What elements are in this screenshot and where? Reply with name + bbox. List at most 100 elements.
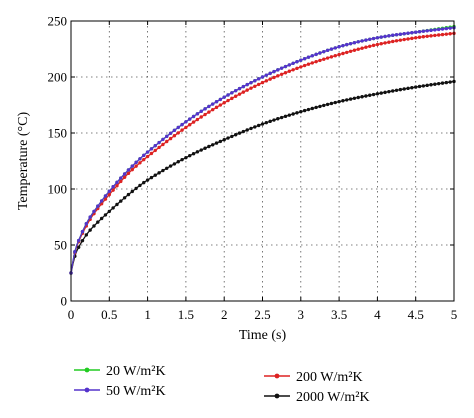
y-tick-label: 200 [48, 70, 68, 85]
data-point [130, 167, 134, 172]
data-point [256, 82, 261, 87]
series-2 [69, 31, 456, 275]
data-point [299, 65, 303, 69]
data-point [134, 186, 138, 191]
data-point [180, 128, 184, 132]
data-point [92, 224, 96, 228]
x-tick-label: 3.5 [331, 307, 347, 322]
data-point [421, 84, 426, 88]
data-point [145, 150, 150, 154]
data-point [402, 87, 406, 91]
data-point [165, 166, 169, 170]
data-point [233, 94, 238, 98]
data-point [314, 59, 318, 64]
data-point [119, 199, 123, 203]
data-point [375, 42, 380, 47]
data-point [329, 101, 334, 106]
data-point [184, 120, 188, 124]
data-point [84, 233, 89, 237]
data-point [287, 63, 292, 67]
legend-marker [274, 373, 280, 379]
data-point [122, 196, 127, 200]
data-point [134, 164, 138, 168]
y-tick-label: 150 [48, 126, 68, 141]
y-tick-label: 0 [61, 294, 68, 309]
data-point [222, 95, 226, 99]
legend-label: 50 W/m²K [106, 384, 166, 399]
data-point [394, 33, 399, 37]
data-point [241, 90, 246, 94]
data-point [253, 79, 257, 83]
data-point [222, 138, 226, 142]
data-point [126, 192, 131, 197]
data-point [279, 72, 284, 76]
data-point [371, 36, 376, 41]
data-point [325, 56, 330, 60]
data-point [153, 143, 157, 148]
data-point [99, 216, 104, 221]
data-point [391, 89, 395, 93]
data-point [448, 80, 452, 84]
data-point [138, 161, 142, 165]
y-tick-label: 100 [48, 182, 68, 197]
data-point [364, 45, 368, 49]
y-axis-title: Temperature (°C) [16, 112, 31, 211]
data-point [207, 144, 211, 149]
data-point [295, 111, 299, 115]
data-point [375, 36, 380, 40]
data-point [276, 117, 280, 121]
data-point [287, 69, 292, 73]
data-point [176, 131, 180, 135]
data-point [76, 245, 81, 249]
legend-marker [84, 367, 90, 373]
data-point [410, 31, 414, 35]
data-point [421, 35, 426, 39]
data-point [410, 36, 414, 41]
data-point [414, 85, 418, 89]
data-point [199, 109, 203, 114]
data-point [233, 133, 238, 137]
legend-label: 20 W/m²K [106, 364, 166, 379]
data-point [360, 39, 364, 43]
data-point [199, 115, 203, 119]
grid-lines [71, 21, 454, 301]
data-point [161, 137, 165, 142]
data-point [364, 38, 368, 42]
data-point [165, 134, 169, 139]
data-point [352, 40, 357, 45]
legend-label: 200 W/m²K [296, 370, 363, 385]
data-point [176, 125, 180, 130]
data-point [149, 151, 154, 156]
data-point [191, 152, 196, 156]
data-point [157, 145, 161, 150]
data-point [157, 171, 161, 175]
data-point [96, 204, 100, 208]
data-point [73, 250, 77, 254]
data-point [249, 86, 253, 90]
data-point [245, 128, 249, 132]
x-tick-label: 2 [221, 307, 228, 322]
data-point [119, 176, 123, 180]
data-point [414, 30, 418, 34]
data-point [268, 119, 272, 124]
data-point [153, 148, 157, 153]
data-point [379, 91, 383, 95]
data-point [287, 113, 292, 117]
data-point [345, 42, 349, 47]
data-point [406, 37, 410, 41]
data-point [406, 86, 410, 91]
data-point [149, 175, 154, 180]
data-point [444, 32, 449, 36]
data-point [341, 43, 345, 48]
data-point [433, 33, 437, 38]
data-point [153, 173, 157, 177]
data-point [122, 172, 127, 176]
data-point [115, 184, 119, 188]
data-point [168, 136, 173, 141]
data-point [279, 66, 284, 70]
data-point [325, 102, 330, 107]
x-tick-label: 4.5 [408, 307, 424, 322]
data-point [230, 96, 234, 101]
data-point [80, 238, 85, 243]
data-point [341, 99, 345, 103]
